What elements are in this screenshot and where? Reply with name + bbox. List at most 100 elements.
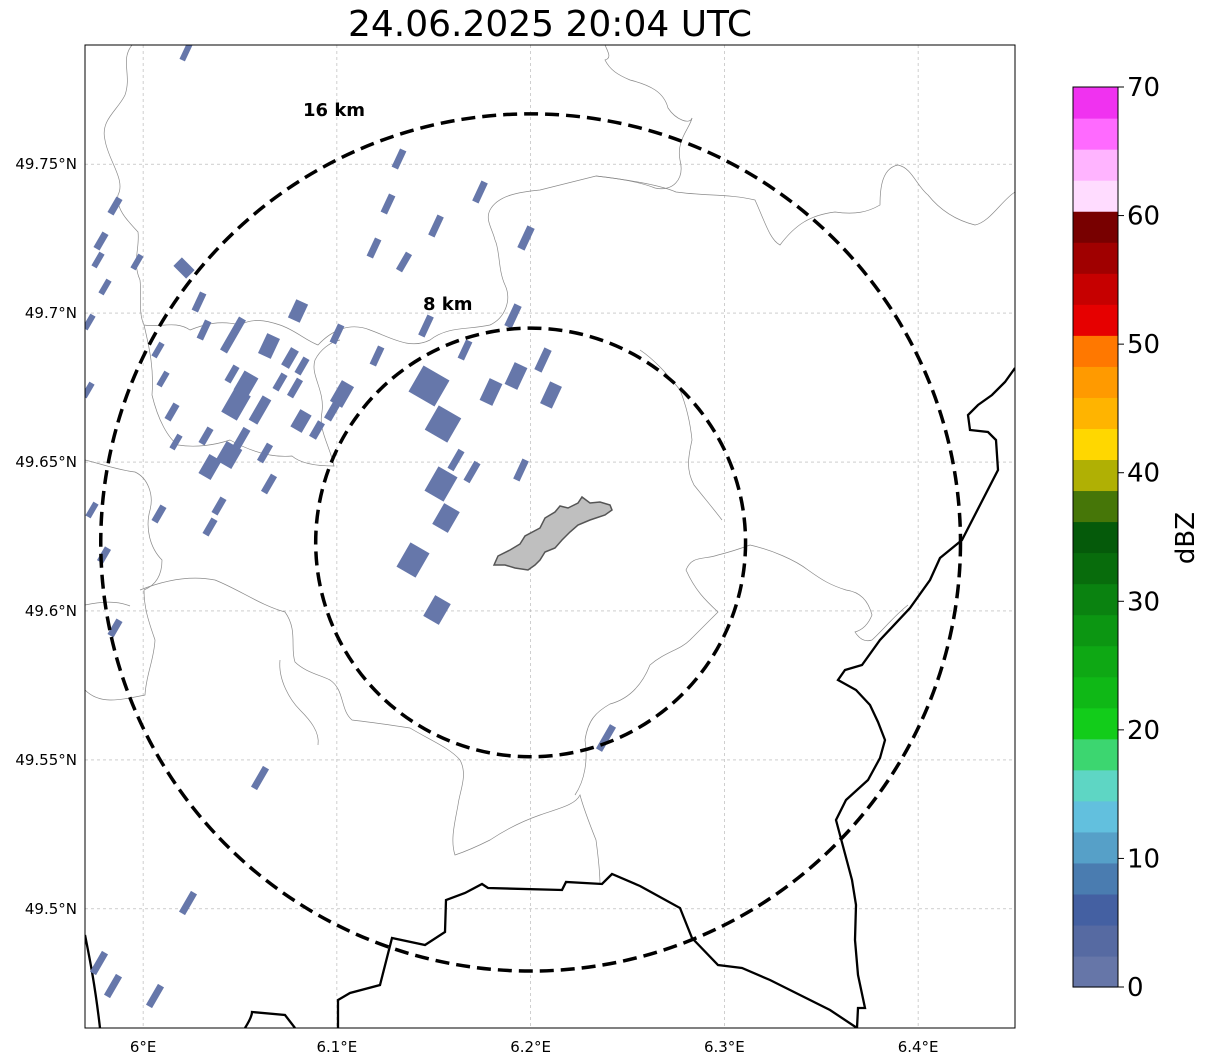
echo-cell bbox=[396, 542, 430, 578]
lat-tick-label: 49.55°N bbox=[15, 751, 77, 769]
colorbar-tick-label: 10 bbox=[1127, 844, 1160, 874]
colorbar-segment bbox=[1073, 180, 1118, 212]
colorbar-segment bbox=[1073, 707, 1118, 740]
echo-cell bbox=[156, 370, 170, 388]
echo-cell bbox=[513, 458, 529, 482]
echo-cell bbox=[256, 442, 274, 464]
echo-cell bbox=[287, 299, 309, 323]
colorbar-tick-label: 20 bbox=[1127, 716, 1160, 746]
reflectivity-echoes bbox=[85, 45, 617, 1009]
lon-tick-label: 6.2°E bbox=[510, 1038, 551, 1056]
echo-cell bbox=[540, 381, 562, 409]
echo-cell bbox=[258, 333, 280, 359]
boundary-line bbox=[85, 601, 131, 607]
echo-cell bbox=[595, 724, 617, 752]
echo-cell bbox=[248, 395, 272, 425]
echo-cell bbox=[220, 316, 246, 354]
echo-cell bbox=[151, 341, 165, 359]
boundary-line bbox=[639, 349, 723, 521]
echo-cell bbox=[534, 347, 552, 373]
boundary-line bbox=[85, 459, 163, 701]
echo-cell bbox=[369, 345, 385, 367]
colorbar-segment bbox=[1073, 87, 1118, 119]
echo-cell bbox=[272, 372, 288, 392]
echo-cell bbox=[463, 460, 481, 484]
echo-cell bbox=[418, 314, 434, 338]
echo-cell bbox=[286, 377, 304, 399]
colorbar-segment bbox=[1073, 490, 1118, 523]
boundary-line bbox=[139, 577, 601, 886]
colorbar-segment bbox=[1073, 738, 1118, 771]
border-line bbox=[244, 1010, 296, 1028]
echo-cell bbox=[250, 765, 270, 791]
colorbar-segment bbox=[1073, 397, 1118, 429]
echo-cell bbox=[96, 546, 112, 564]
colorbar-segment bbox=[1073, 955, 1118, 988]
colorbar-tick-label: 30 bbox=[1127, 587, 1160, 617]
echo-cell bbox=[198, 426, 214, 446]
colorbar-segment bbox=[1073, 521, 1118, 554]
boundary-line bbox=[749, 544, 909, 642]
colorbar-segment bbox=[1073, 211, 1118, 243]
echo-cell bbox=[215, 440, 243, 470]
boundary-line bbox=[604, 45, 693, 122]
echo-cell bbox=[164, 402, 180, 422]
colorbar-segment bbox=[1073, 304, 1118, 336]
colorbar-segment bbox=[1073, 242, 1118, 274]
colorbar-segment bbox=[1073, 800, 1118, 833]
echo-cell bbox=[202, 517, 218, 537]
boundary-line bbox=[574, 544, 751, 796]
echo-cell bbox=[447, 448, 465, 472]
colorbar-segment bbox=[1073, 862, 1118, 895]
boundary-line bbox=[279, 659, 319, 746]
boundary-line bbox=[595, 164, 1015, 246]
echo-cell bbox=[179, 45, 193, 62]
echo-cell bbox=[517, 225, 535, 251]
colorbar-tick-label: 40 bbox=[1127, 459, 1160, 489]
echo-cell bbox=[85, 313, 96, 331]
colorbar-segment bbox=[1073, 769, 1118, 802]
echo-cell bbox=[329, 323, 345, 345]
echo-cell bbox=[504, 362, 528, 390]
range-ring bbox=[313, 326, 748, 759]
echo-cell bbox=[191, 291, 207, 313]
lat-tick-label: 49.65°N bbox=[15, 453, 77, 471]
colorbar-tick-label: 0 bbox=[1127, 973, 1144, 1003]
colorbar-segment bbox=[1073, 924, 1118, 957]
echo-cell bbox=[395, 251, 413, 273]
echo-cell bbox=[198, 453, 222, 481]
echo-cell bbox=[173, 257, 195, 279]
colorbar-segment bbox=[1073, 366, 1118, 398]
colorbar-segment bbox=[1073, 273, 1118, 305]
axis-ticks: 6°E 6.1°E 6.2°E 6.3°E 6.4°E 49.5°N 49.55°N 49.6… bbox=[15, 155, 938, 1056]
echo-cell bbox=[151, 504, 167, 524]
echo-cell bbox=[504, 303, 522, 329]
echo-cell bbox=[169, 433, 183, 451]
map-frame bbox=[84, 44, 1016, 1029]
colorbar-segment bbox=[1073, 645, 1118, 678]
echo-cell bbox=[93, 231, 109, 251]
colorbar-label: dBZ bbox=[1171, 512, 1201, 564]
echo-cell bbox=[408, 365, 450, 407]
colorbar-segment bbox=[1073, 893, 1118, 926]
border-line bbox=[336, 872, 858, 1028]
boundary-line bbox=[103, 45, 693, 346]
echo-cell bbox=[309, 420, 325, 440]
lon-tick-label: 6.4°E bbox=[898, 1038, 939, 1056]
colorbar-segment bbox=[1073, 428, 1118, 461]
echo-cell bbox=[85, 501, 99, 519]
lon-tick-label: 6°E bbox=[130, 1038, 157, 1056]
echo-cell bbox=[424, 405, 462, 443]
echo-cell bbox=[98, 278, 112, 296]
colorbar-segment bbox=[1073, 552, 1118, 585]
echo-cell bbox=[85, 381, 95, 399]
echo-cell bbox=[324, 398, 342, 422]
echo-cell bbox=[224, 364, 240, 384]
echo-cell bbox=[290, 409, 312, 433]
echo-cell bbox=[472, 180, 488, 204]
graticule bbox=[85, 45, 1015, 1028]
colorbar-segment bbox=[1073, 614, 1118, 647]
colorbar-frame bbox=[1072, 86, 1119, 988]
echo-cell bbox=[281, 347, 299, 369]
